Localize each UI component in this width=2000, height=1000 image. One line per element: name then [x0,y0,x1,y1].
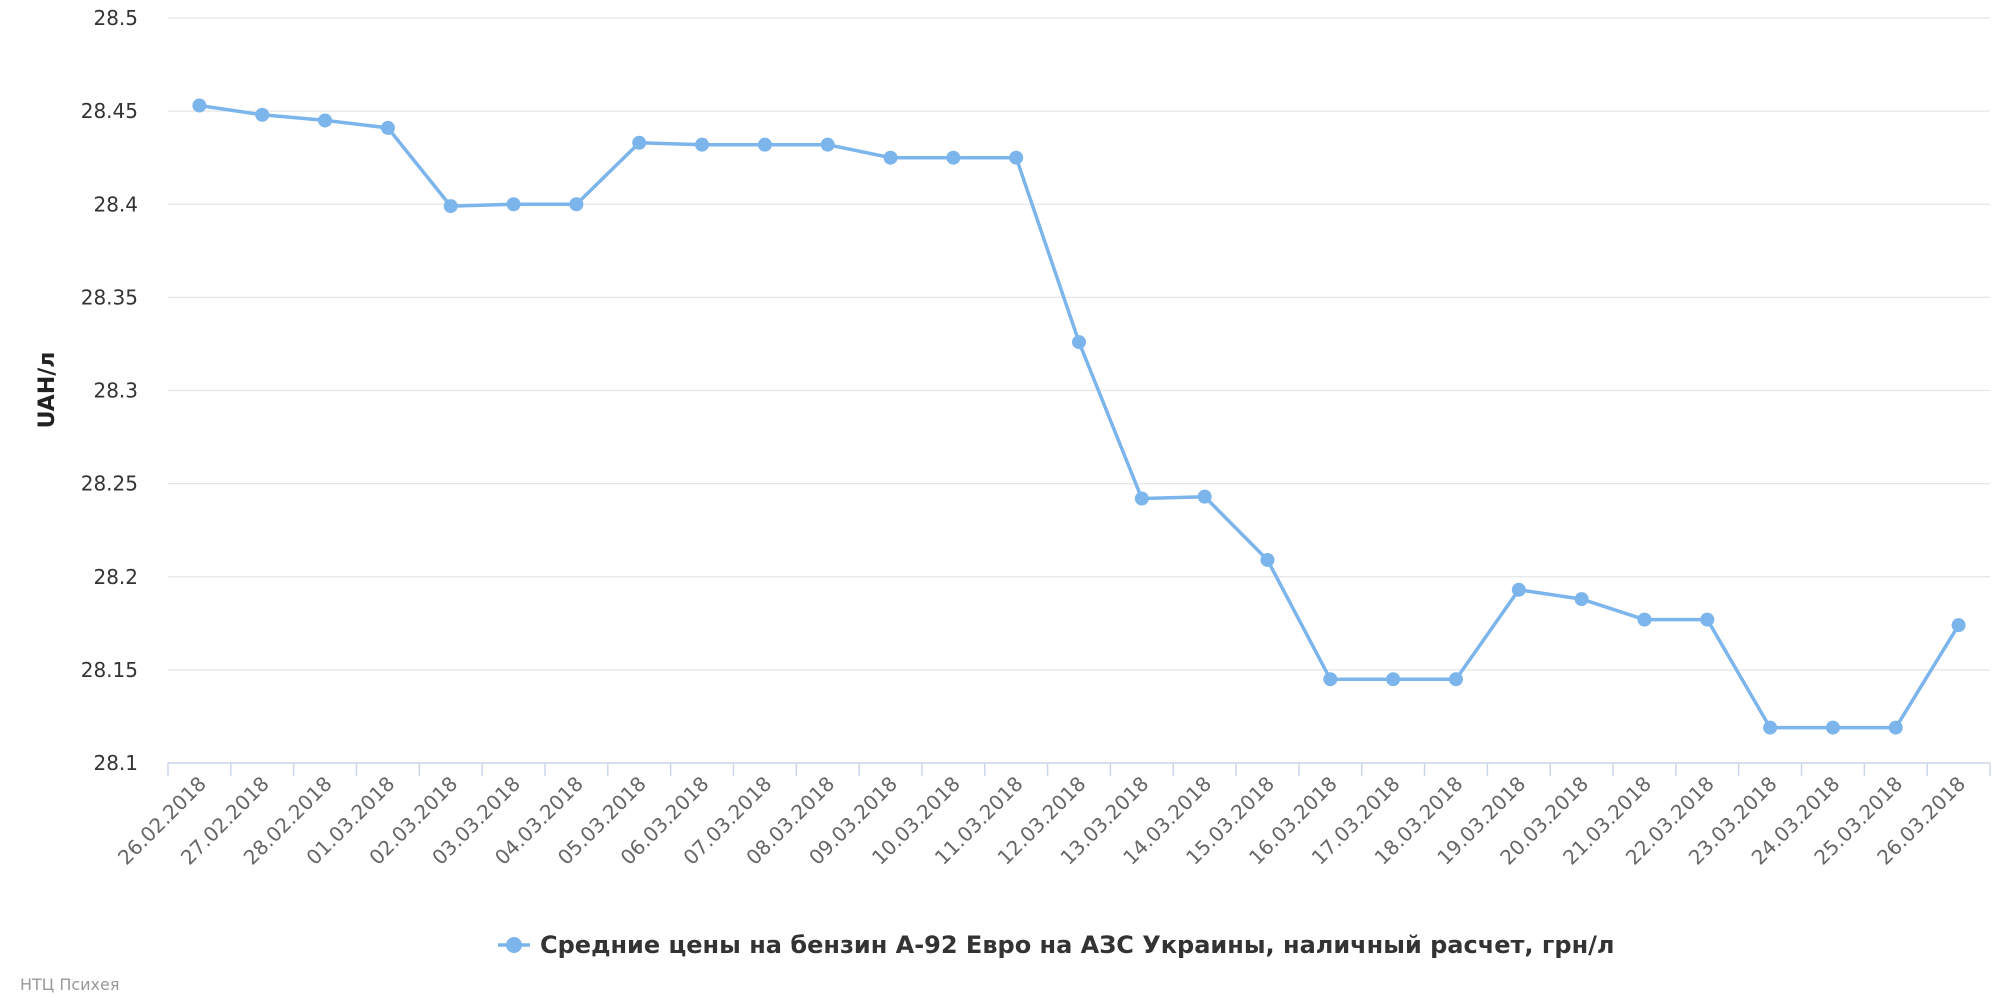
y-tick-label: 28.4 [93,192,138,216]
legend-series-name: Средние цены на бензин А-92 Евро на АЗС … [540,931,1615,959]
data-point[interactable] [1888,720,1903,735]
series-points [192,98,1966,735]
data-point[interactable] [1197,489,1212,504]
y-tick-label: 28.35 [81,285,138,309]
data-point[interactable] [569,197,584,212]
data-point[interactable] [1700,612,1715,627]
data-point[interactable] [506,197,521,212]
y-axis-label: UAH/л [35,352,60,429]
series-line [199,103,1961,730]
y-tick-label: 28.1 [93,751,138,775]
data-point[interactable] [1574,592,1589,607]
data-point[interactable] [1260,552,1275,567]
legend[interactable]: Средние цены на бензин А-92 Евро на АЗС … [498,931,1615,959]
data-point[interactable] [1825,720,1840,735]
data-point[interactable] [1386,672,1401,687]
data-point[interactable] [946,150,961,165]
data-point[interactable] [632,135,647,150]
credits-link[interactable]: НТЦ Психея [20,975,120,994]
y-tick-label: 28.3 [93,379,138,403]
y-tick-label: 28.45 [81,99,138,123]
data-point[interactable] [443,199,458,214]
data-point[interactable] [883,150,898,165]
data-point[interactable] [1134,491,1149,506]
data-point[interactable] [1448,672,1463,687]
y-tick-label: 28.5 [93,6,138,30]
data-point[interactable] [695,137,710,152]
data-point[interactable] [1637,612,1652,627]
y-tick-label: 28.2 [93,565,138,589]
y-tick-label: 28.15 [81,658,138,682]
data-point[interactable] [1951,618,1966,633]
data-point[interactable] [318,113,333,128]
y-axis-ticks: 28.1 28.15 28.2 28.25 28.3 28.35 28.4 28.45 28.5 [81,6,138,775]
data-point[interactable] [820,137,835,152]
legend-marker [506,937,522,953]
data-point[interactable] [192,98,207,113]
data-point[interactable] [1009,150,1024,165]
y-tick-label: 28.25 [81,472,138,496]
data-point[interactable] [1763,720,1778,735]
data-point[interactable] [757,137,772,152]
data-point[interactable] [1323,672,1338,687]
data-point[interactable] [1072,335,1086,350]
data-point[interactable] [255,107,270,122]
x-axis-ticks: 26.02.201827.02.201828.02.201801.03.2018… [113,763,1991,870]
data-point[interactable] [380,120,395,135]
data-point[interactable] [1511,582,1526,597]
